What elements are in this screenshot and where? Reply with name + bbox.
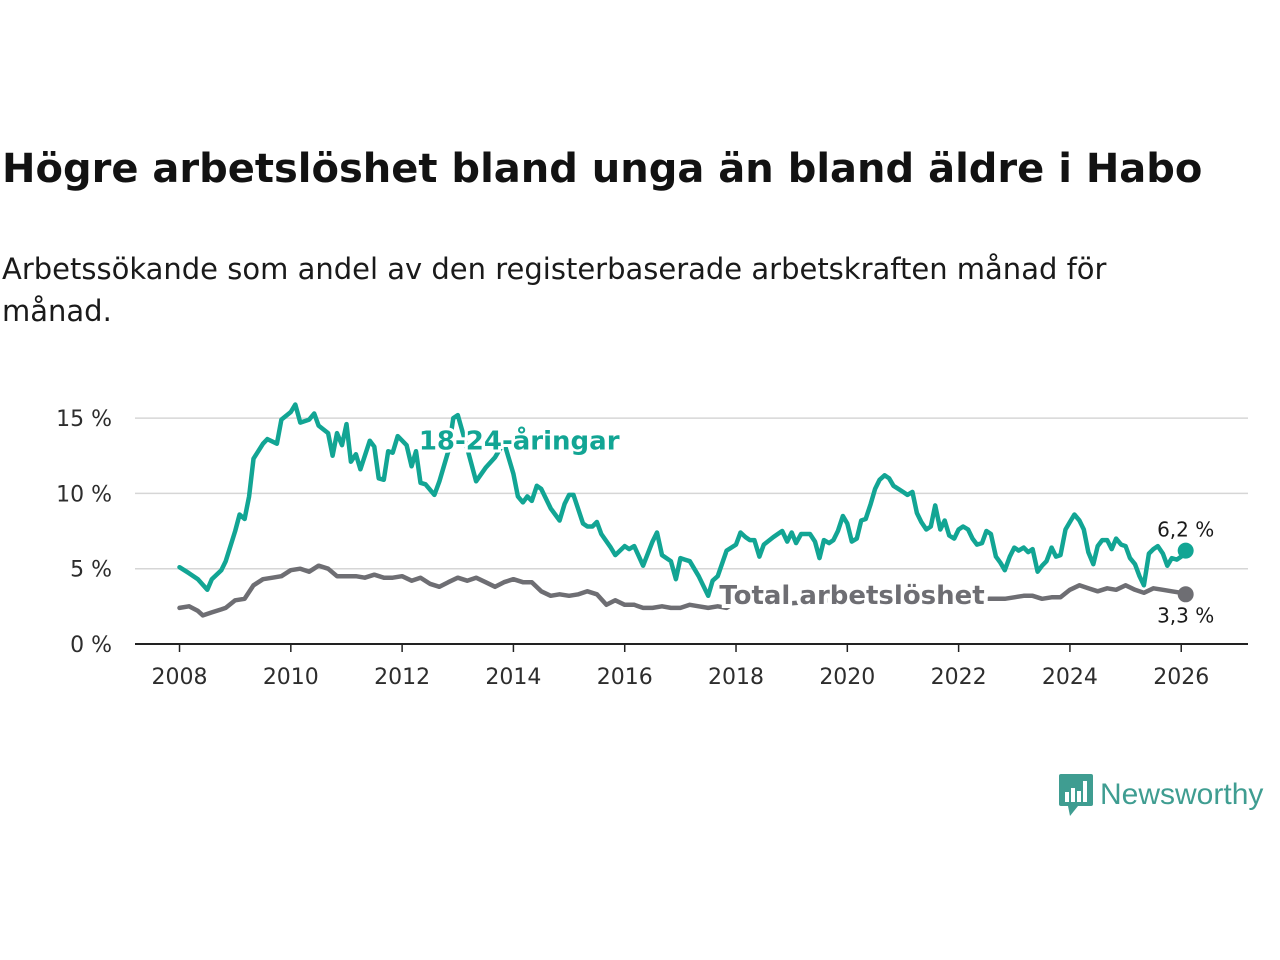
- line-chart: 0 % 5 % 10 % 15 % 2008 2010 2012 2014 2016 2018 20…: [56, 402, 1248, 690]
- x-tick-label: 2014: [485, 665, 541, 690]
- series-label-youth: 18-24-åringar: [419, 425, 620, 457]
- x-tick-label: 2022: [931, 665, 987, 690]
- x-tick-label: 2012: [374, 665, 430, 690]
- series-label-total: Total arbetslöshet: [719, 581, 984, 611]
- x-tick-label: 2020: [819, 665, 875, 690]
- brand-name: Newsworthy: [1100, 778, 1264, 811]
- y-tick-label: 10 %: [56, 482, 112, 507]
- x-tick-label: 2026: [1153, 665, 1209, 690]
- series-line-total: [177, 563, 1188, 618]
- x-tick-label: 2008: [152, 665, 208, 690]
- y-tick-label: 0 %: [70, 633, 112, 658]
- chart-title: Högre arbetslöshet bland unga än bland ä…: [2, 146, 1203, 192]
- x-tick-label: 2018: [708, 665, 764, 690]
- x-tick-label: 2016: [597, 665, 653, 690]
- series-end-point-youth: [1177, 542, 1194, 559]
- y-tick-label: 15 %: [56, 407, 112, 432]
- x-tick-label: 2010: [263, 665, 319, 690]
- series-line-youth: [177, 402, 1188, 599]
- x-tick-label: 2024: [1042, 665, 1098, 690]
- series-end-label-total: 3,3 %: [1157, 603, 1214, 627]
- newsworthy-logo-icon: [1059, 774, 1093, 816]
- series-end-label-youth: 6,2 %: [1157, 518, 1214, 542]
- y-tick-label: 5 %: [70, 558, 112, 583]
- brand-logo[interactable]: Newsworthy: [1058, 772, 1263, 818]
- chart-subtitle: Arbetssökande som andel av den registerb…: [2, 252, 1107, 328]
- series-end-point-total: [1177, 586, 1194, 603]
